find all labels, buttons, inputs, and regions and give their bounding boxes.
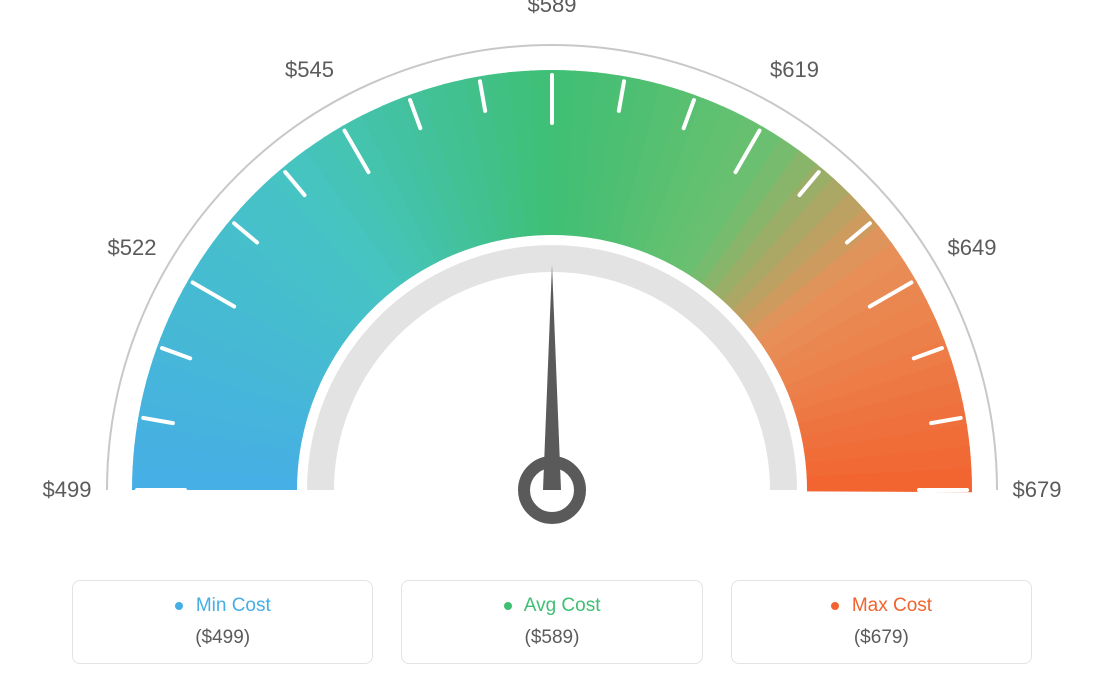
tick-label: $522 xyxy=(107,235,156,261)
cost-gauge-chart: $499 $522 $545 $589 $619 $649 $679 Min Cost ($… xyxy=(0,0,1104,690)
legend-label: Avg Cost xyxy=(524,595,601,616)
legend-title-min: Min Cost xyxy=(73,595,372,617)
tick-label: $679 xyxy=(1013,477,1062,503)
legend-row: Min Cost ($499) Avg Cost ($589) Max Cost… xyxy=(72,580,1032,664)
legend-card-min: Min Cost ($499) xyxy=(72,580,373,664)
tick-label: $589 xyxy=(528,0,577,18)
dot-icon xyxy=(831,602,839,610)
tick-label: $649 xyxy=(948,235,997,261)
legend-card-max: Max Cost ($679) xyxy=(731,580,1032,664)
dot-icon xyxy=(504,602,512,610)
dot-icon xyxy=(175,602,183,610)
legend-value-avg: ($589) xyxy=(402,627,701,649)
legend-label: Min Cost xyxy=(196,595,271,616)
legend-title-avg: Avg Cost xyxy=(402,595,701,617)
legend-value-min: ($499) xyxy=(73,627,372,649)
tick-label: $499 xyxy=(43,477,92,503)
legend-card-avg: Avg Cost ($589) xyxy=(401,580,702,664)
legend-title-max: Max Cost xyxy=(732,595,1031,617)
gauge-svg xyxy=(0,0,1104,560)
legend-value-max: ($679) xyxy=(732,627,1031,649)
tick-label: $619 xyxy=(770,57,819,83)
gauge-area: $499 $522 $545 $589 $619 $649 $679 xyxy=(0,0,1104,560)
legend-label: Max Cost xyxy=(852,595,932,616)
tick-label: $545 xyxy=(285,57,334,83)
